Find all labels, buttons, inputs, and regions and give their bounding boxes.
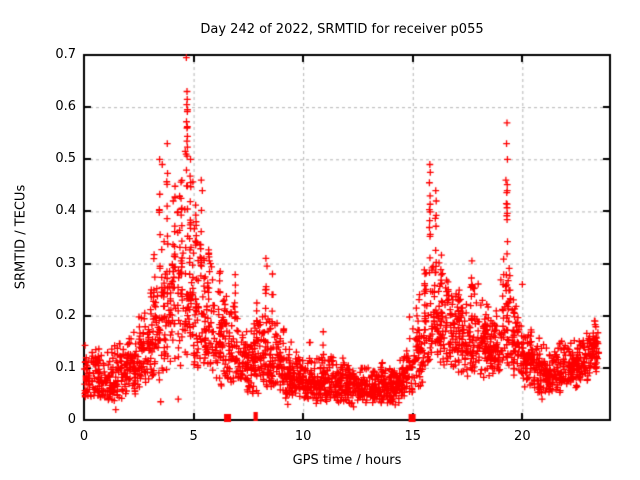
- y-tick-label: 0.4: [55, 203, 76, 219]
- chart-title: Day 242 of 2022, SRMTID for receiver p05…: [200, 22, 484, 37]
- x-tick-label: 15: [404, 429, 422, 444]
- y-tick-label: 0.3: [55, 255, 76, 271]
- y-tick-label: 0.7: [55, 47, 76, 62]
- x-tick-label: 20: [514, 429, 531, 444]
- y-tick-label: 0.2: [55, 307, 76, 323]
- y-tick-label: 0.1: [55, 359, 76, 375]
- y-tick-label: 0.5: [55, 151, 76, 167]
- y-axis-label: SRMTID / TECUs: [13, 184, 29, 290]
- x-tick-label: 0: [79, 429, 89, 444]
- y-tick-label: 0: [67, 412, 76, 427]
- x-axis-label: GPS time / hours: [292, 453, 402, 468]
- x-tick-label: 5: [189, 429, 198, 444]
- x-tick-label: 10: [294, 429, 312, 444]
- y-tick-label: 0.6: [55, 99, 76, 115]
